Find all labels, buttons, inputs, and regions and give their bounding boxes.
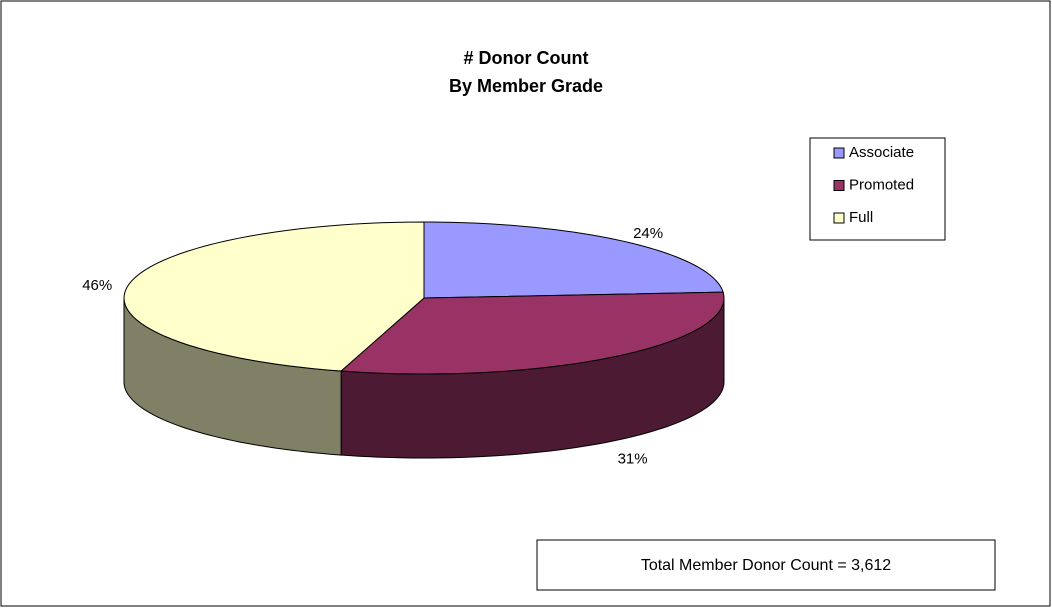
legend-label: Full [849,209,873,226]
slice [123,221,425,372]
legend-swatch [833,212,845,224]
slice [423,221,724,299]
data-label: 24% [633,225,663,242]
annotation: Total Member Donor Count = 3,612 [641,557,891,574]
data-label: 31% [618,451,648,468]
chart-title: # Donor Count [464,48,589,68]
chart-subtitle: By Member Grade [449,76,603,96]
legend-swatch [833,147,845,159]
annotation-box [536,539,996,591]
legend-label: Promoted [849,176,914,193]
legend-label: Associate [849,144,914,161]
legend-swatch [833,180,845,191]
slice [339,291,725,375]
data-label: 46% [82,277,112,294]
legend-box [809,137,946,241]
